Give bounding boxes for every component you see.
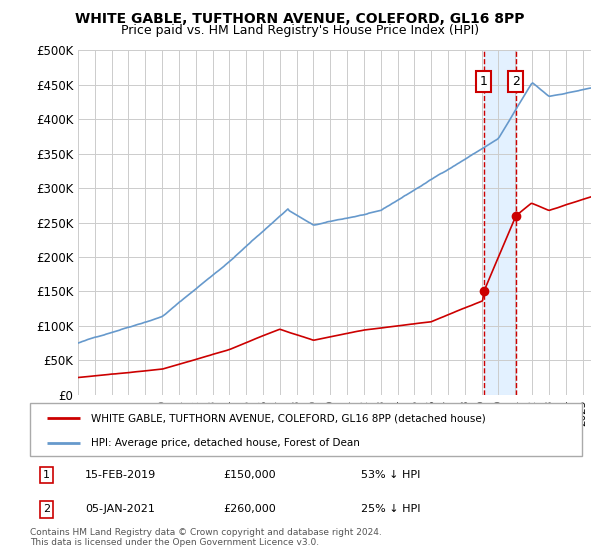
Text: Contains HM Land Registry data © Crown copyright and database right 2024.
This d: Contains HM Land Registry data © Crown c… (30, 528, 382, 548)
Bar (484, 50, 515, 395)
Text: WHITE GABLE, TUFTHORN AVENUE, COLEFORD, GL16 8PP (detached house): WHITE GABLE, TUFTHORN AVENUE, COLEFORD, … (91, 413, 485, 423)
Text: 25% ↓ HPI: 25% ↓ HPI (361, 505, 421, 515)
Text: HPI: Average price, detached house, Forest of Dean: HPI: Average price, detached house, Fore… (91, 438, 359, 448)
Text: Price paid vs. HM Land Registry's House Price Index (HPI): Price paid vs. HM Land Registry's House … (121, 24, 479, 37)
Text: £260,000: £260,000 (223, 505, 276, 515)
Text: 05-JAN-2021: 05-JAN-2021 (85, 505, 155, 515)
Text: £150,000: £150,000 (223, 470, 276, 480)
FancyBboxPatch shape (30, 403, 582, 456)
Text: 53% ↓ HPI: 53% ↓ HPI (361, 470, 421, 480)
Text: 2: 2 (512, 75, 520, 88)
Text: 15-FEB-2019: 15-FEB-2019 (85, 470, 157, 480)
Text: WHITE GABLE, TUFTHORN AVENUE, COLEFORD, GL16 8PP: WHITE GABLE, TUFTHORN AVENUE, COLEFORD, … (75, 12, 525, 26)
Text: 1: 1 (480, 75, 488, 88)
Text: 1: 1 (43, 470, 50, 480)
Text: 2: 2 (43, 505, 50, 515)
